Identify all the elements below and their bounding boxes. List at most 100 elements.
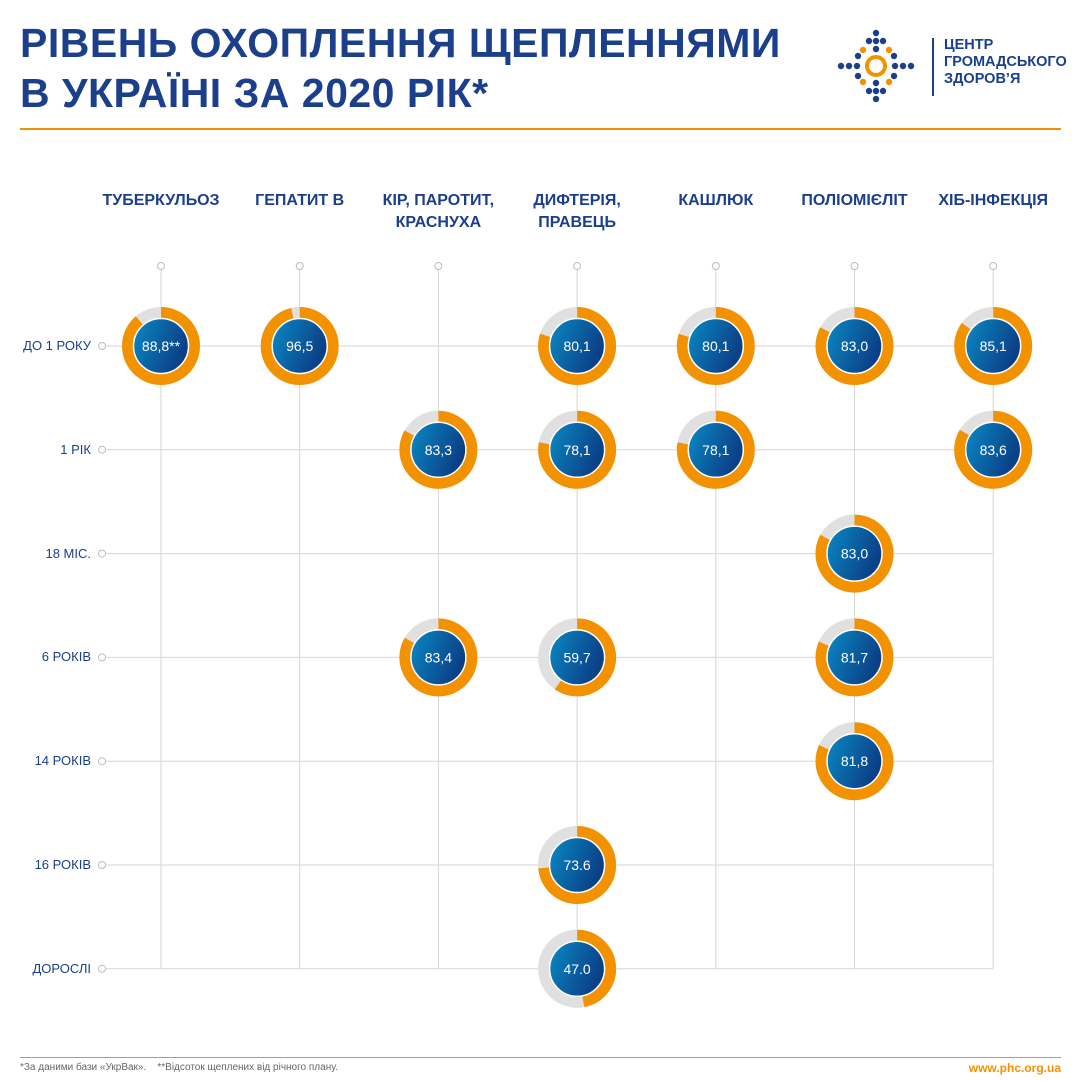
donut-9: 83,6 [954,410,1033,489]
donut-center [132,317,190,375]
column-header-line: КІР, ПАРОТИТ, [382,192,495,209]
logo-text: ЦЕНТР ГРОМАДСЬКОГО ЗДОРОВ’Я [944,37,1067,88]
donut-value-label: 96,5 [286,338,313,354]
website-link[interactable]: www.phc.org.ua [968,1061,1061,1075]
column-header: КІР, ПАРОТИТ, КРАСНУХА [363,190,513,234]
donut-11: 83,4 [399,618,478,697]
column-header: ХІБ-ІНФЕКЦІЯ [918,190,1068,212]
donut-center [410,421,467,479]
donut-center [548,317,606,375]
column-marker [850,262,859,270]
page-title: РІВЕНЬ ОХОПЛЕННЯ ЩЕПЛЕННЯМИ В УКРАЇНІ ЗА… [20,18,781,118]
logo-divider [932,38,934,96]
donut-center [826,317,883,375]
donut-arc [676,307,755,385]
donut-center [964,317,1022,375]
donut-2: 80,1 [538,307,617,385]
row-marker [98,757,106,766]
header-divider [20,128,1061,130]
donut-center [826,525,883,582]
donut-value-label: 81,8 [841,753,868,769]
footer-divider [20,1057,1061,1058]
donut-arc [554,618,617,697]
logo-line-1: ЦЕНТР [944,37,994,53]
donut-center [410,629,467,686]
row-marker [98,445,106,454]
row-label: 1 РІК [60,441,91,457]
donut-value-label: 83,3 [425,442,452,458]
donut-8: 78,1 [676,410,755,489]
donut-13: 81,7 [815,618,894,697]
donut-arc [954,307,1033,385]
donut-arc [815,514,894,593]
donut-value-label: 85,1 [980,338,1007,354]
donut-12: 59,7 [538,618,617,697]
column-marker [989,262,998,270]
donut-value-label: 81,7 [841,649,868,665]
donut-arc [815,307,894,385]
column-header-line: ПРАВЕЦЬ [538,214,616,231]
donut-center [548,421,606,479]
donut-4: 83,0 [815,307,894,385]
logo-line-2: ГРОМАДСЬКОГО [944,54,1067,70]
donut-value-label: 80,1 [563,338,590,354]
donut-value-label: 59,7 [563,649,590,665]
donut-value-label: 83,4 [425,649,452,665]
column-header-line: ХІБ-ІНФЕКЦІЯ [938,192,1049,209]
donut-center [687,421,745,479]
donut-center [548,940,606,998]
footnote: *За даними бази «УкрВак». **Відсоток щеп… [20,1062,338,1073]
donut-arc [815,722,894,801]
donut-arc [538,410,617,489]
column-marker [434,262,443,270]
donut-arc [676,410,755,489]
donut-arc [399,410,478,489]
donut-value-label: 83,0 [841,546,868,562]
donut-15: 73.6 [538,826,617,904]
donut-arc [260,307,339,385]
column-header-line: КРАСНУХА [395,214,482,231]
donut-center [548,836,606,894]
donut-10: 83,0 [815,514,894,593]
donut-value-label: 83,0 [841,338,868,354]
donut-arc [815,618,894,697]
column-header: ПОЛІОМІЄЛІТ [780,190,930,212]
donut-value-label: 88,8** [142,338,181,354]
title-line-2: В УКРАЇНІ ЗА 2020 РІК* [20,70,489,116]
donut-5: 85,1 [954,307,1033,385]
donut-value-label: 47.0 [563,961,590,977]
column-marker [711,262,720,270]
donut-center [826,629,883,686]
donut-3: 80,1 [676,307,755,385]
row-label: 18 МІС. [45,545,91,561]
donut-value-label: 80,1 [702,338,729,354]
donut-7: 78,1 [538,410,617,489]
donut-arc [954,410,1033,489]
column-header-line: ГЕПАТИТ В [255,192,345,209]
row-label: ДОРОСЛІ [32,960,91,976]
row-marker [98,861,106,869]
logo-line-3: ЗДОРОВ’Я [944,71,1021,87]
logo-icon [837,29,915,103]
donut-14: 81,8 [815,722,894,801]
donut-value-label: 83,6 [980,442,1007,458]
column-header-line: ПОЛІОМІЄЛІТ [801,192,908,209]
column-header: ТУБЕРКУЛЬОЗ [86,190,236,212]
row-marker [98,342,106,350]
row-label: 16 РОКІВ [34,857,91,872]
donut-1: 96,5 [260,307,339,385]
row-marker [98,964,106,973]
donut-arc [399,618,478,697]
row-label: 14 РОКІВ [34,753,91,769]
column-marker [157,262,165,270]
column-marker [295,262,304,270]
donut-6: 83,3 [399,410,478,489]
column-header-line: ТУБЕРКУЛЬОЗ [102,192,220,209]
donut-center [687,317,745,375]
column-header: ГЕПАТИТ В [225,190,375,212]
donut-0: 88,8** [122,307,200,385]
donut-arc [538,307,617,385]
donut-arc [538,826,617,904]
donut-center [964,421,1022,479]
